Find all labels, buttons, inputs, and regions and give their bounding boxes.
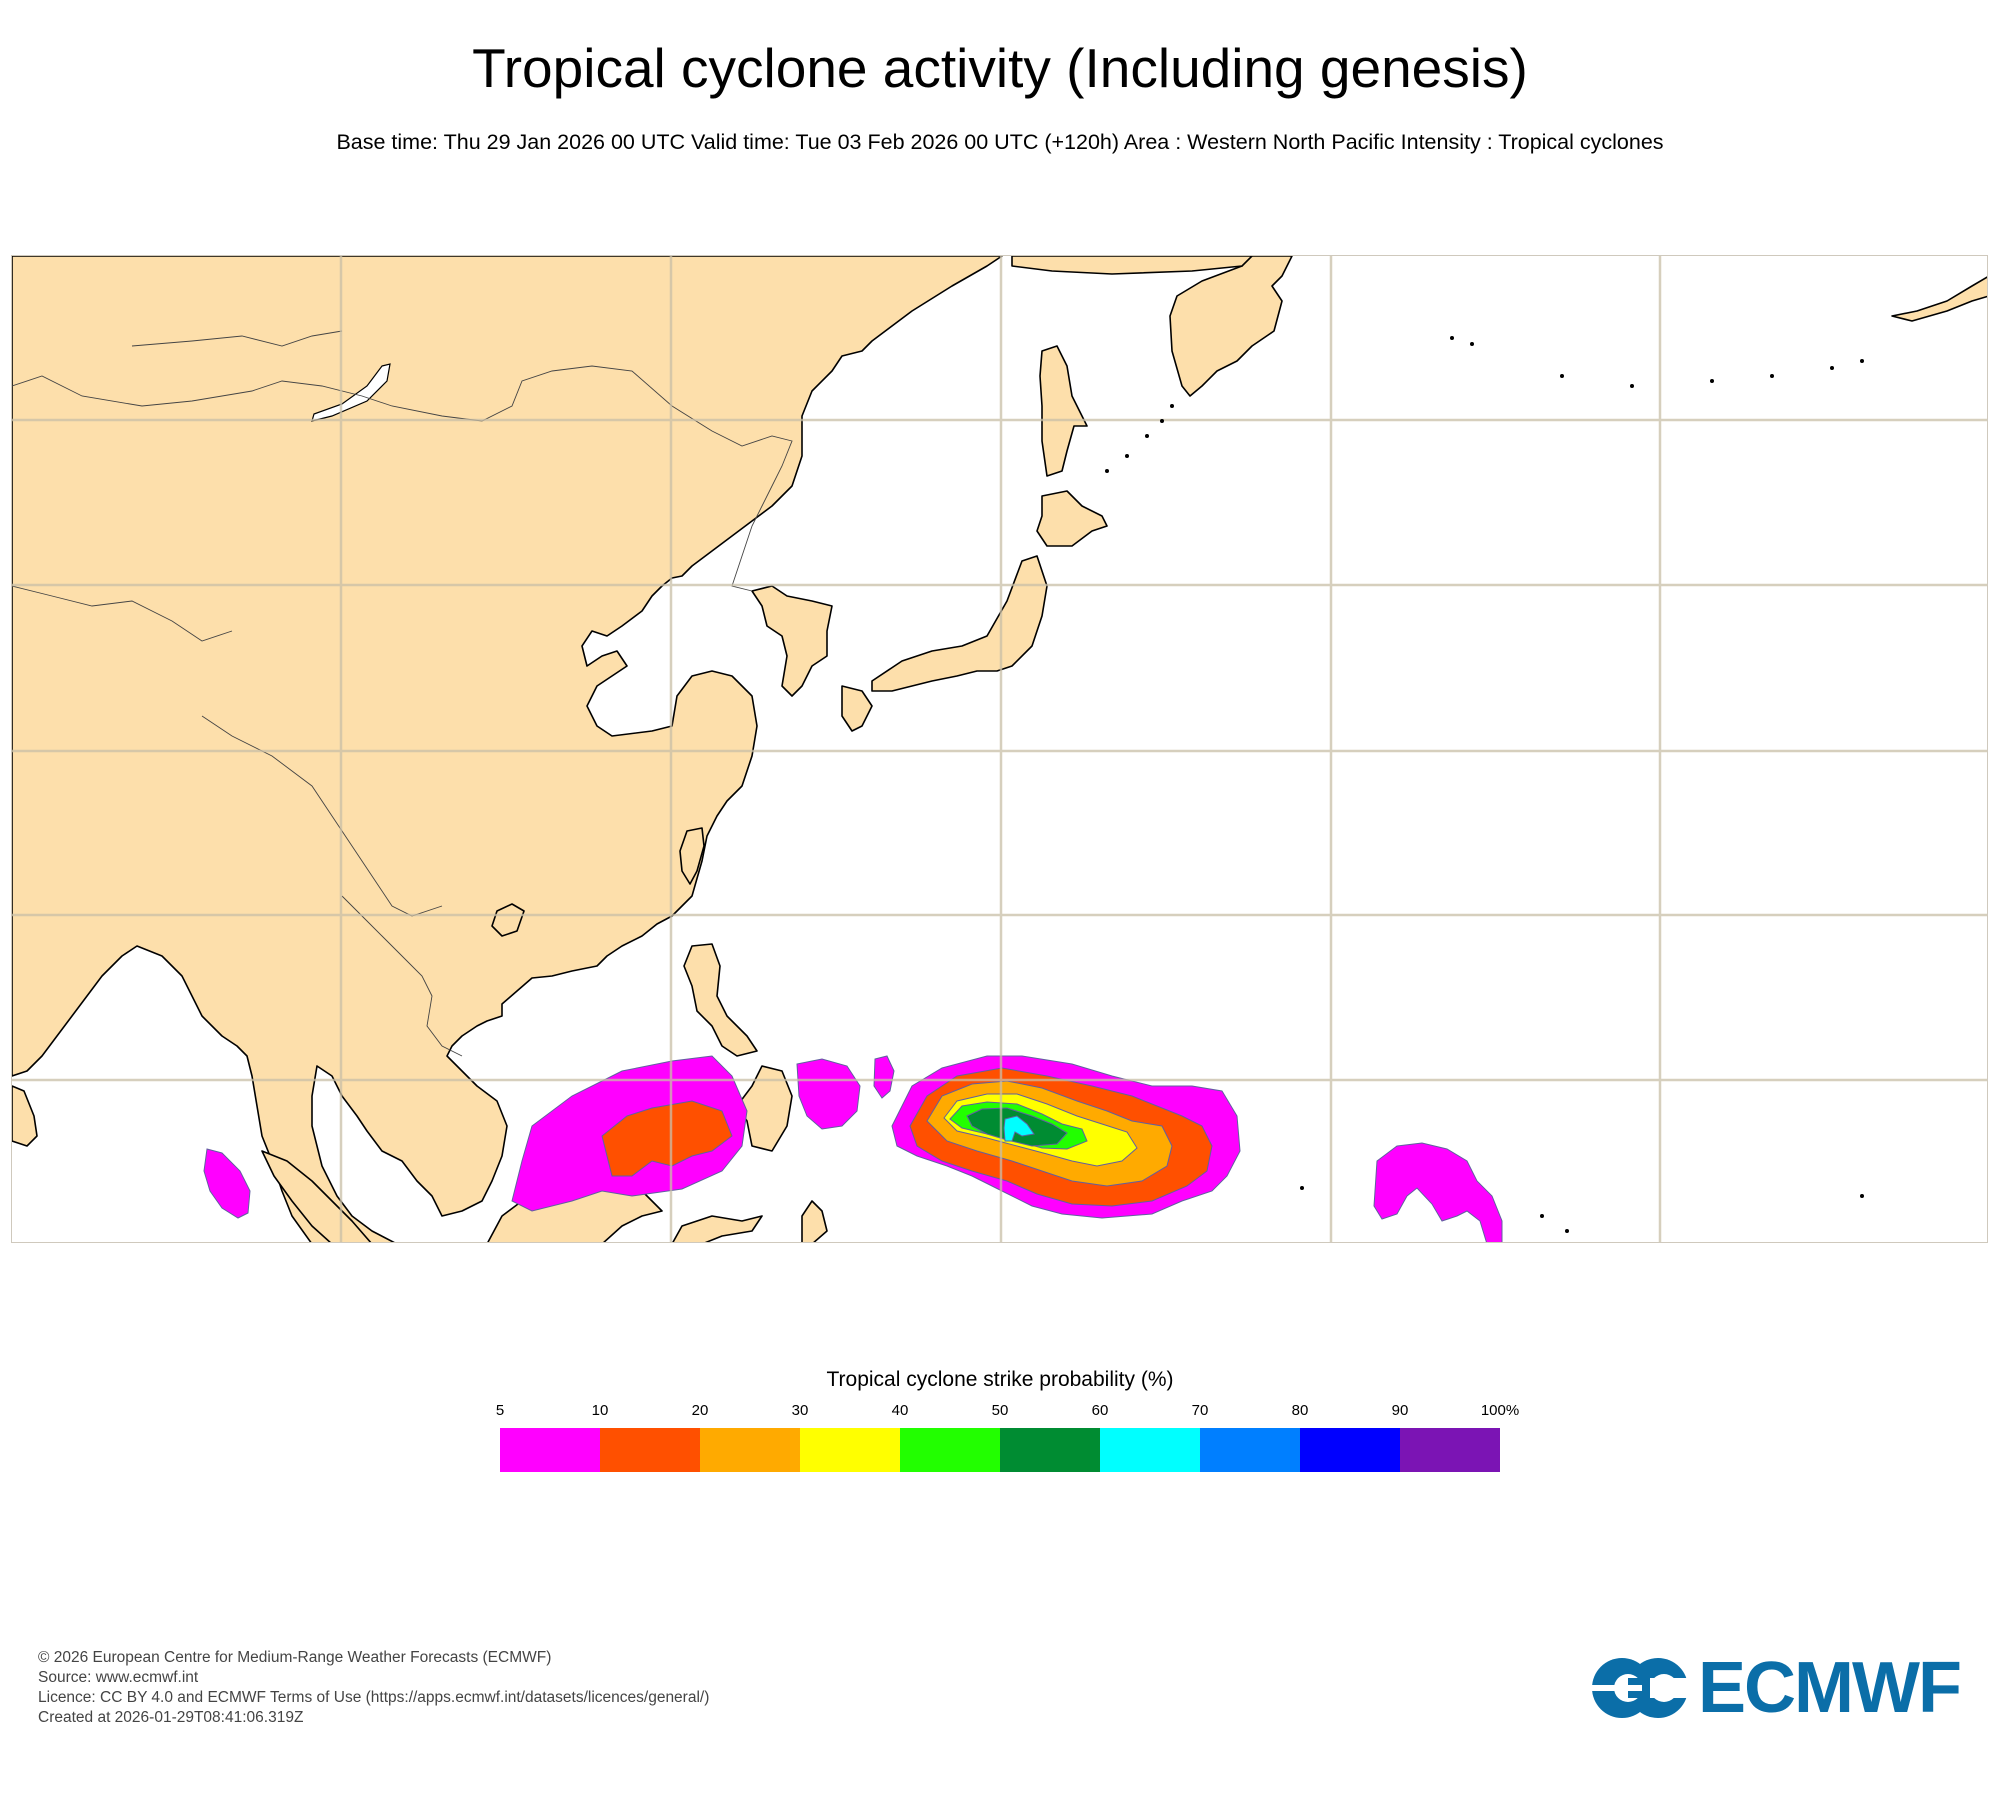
sakhalin [1039,345,1088,477]
prob-5-east [1373,1142,1503,1242]
ecmwf-logo[interactable]: ECMWF [1590,1648,1962,1728]
legend-swatch-50-60 [1000,1428,1100,1472]
mindanao [736,1065,793,1152]
legend-swatch-90-100 [1400,1428,1500,1472]
hainan [491,903,525,937]
footer-copyright: © 2026 European Centre for Medium-Range … [38,1649,552,1666]
alaska [1891,276,1987,322]
sulawesi [672,1215,763,1242]
hokkaido [1036,490,1108,547]
legend-tick: 10 [591,1402,609,1419]
probability-layer [203,1055,1503,1242]
legend-tick: 40 [891,1402,909,1419]
legend-colorbar [500,1428,1500,1472]
legend-tick: 90 [1391,1402,1409,1419]
legend-swatch-30-40 [800,1428,900,1472]
legend-title: Tropical cyclone strike probability (%) [826,1368,1174,1391]
ecmwf-logo-icon [1590,1658,1690,1718]
legend-tick: 50 [991,1402,1009,1419]
kamchatka [1169,256,1293,397]
prob-5-mindanao-east [796,1058,861,1130]
legend-ticks: 5 10 20 30 40 50 60 70 80 90 100% [490,1402,1519,1422]
island-chains [1105,336,1864,1233]
prob-5-andaman [203,1148,251,1219]
map-canvas [12,256,1987,1242]
prob-10-sulu [601,1100,733,1177]
kyushu [841,685,873,732]
prob-60-main [1003,1115,1035,1142]
legend-tick: 20 [691,1402,709,1419]
footer-source: Source: www.ecmwf.int [38,1669,199,1686]
asia-mainland [12,256,1003,1242]
chukotka [1011,256,1253,275]
map-panel[interactable] [11,255,1988,1243]
legend-tick: 80 [1291,1402,1309,1419]
legend-swatch-60-70 [1100,1428,1200,1472]
footer-created: Created at 2026-01-29T08:41:06.319Z [38,1709,304,1726]
footer-licence: Licence: CC BY 4.0 and ECMWF Terms of Us… [38,1689,710,1706]
legend-tick: 100% [1480,1402,1520,1419]
sri-lanka [12,1085,38,1147]
legend-tick: 5 [495,1402,505,1419]
prob-5-main-tail [873,1055,895,1099]
legend-swatch-70-80 [1200,1428,1300,1472]
korea [751,585,833,697]
legend-swatch-80-90 [1300,1428,1400,1472]
legend-swatch-20-30 [700,1428,800,1472]
footer-credits: © 2026 European Centre for Medium-Range … [38,1648,709,1728]
legend-tick: 30 [791,1402,809,1419]
legend-swatch-40-50 [900,1428,1000,1472]
legend-tick: 60 [1091,1402,1109,1419]
page-title: Tropical cyclone activity (Including gen… [472,37,1528,99]
lake-baikal [311,363,391,422]
ecmwf-logo-text: ECMWF [1698,1648,1962,1728]
page-subtitle: Base time: Thu 29 Jan 2026 00 UTC Valid … [336,130,1664,154]
legend-swatch-10-20 [600,1428,700,1472]
halmahera [801,1200,828,1242]
legend-swatch-5-10 [500,1428,600,1472]
legend-tick: 70 [1191,1402,1209,1419]
honshu [871,555,1048,692]
luzon [683,943,758,1057]
taiwan [679,827,705,885]
graticule [12,256,1987,1242]
sumatra [261,1150,372,1242]
